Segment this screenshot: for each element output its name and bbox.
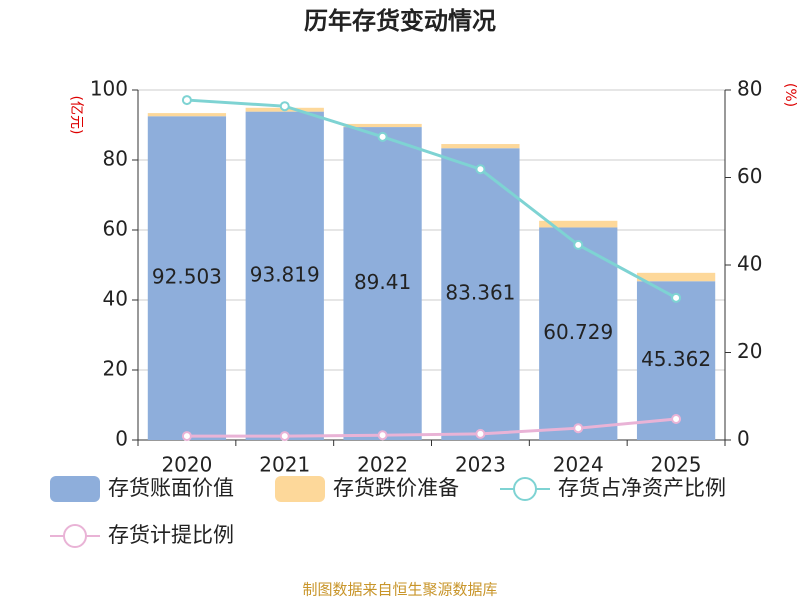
bar	[343, 123, 422, 128]
bar-value-label: 83.361	[445, 281, 515, 305]
bar	[147, 116, 227, 440]
y2-tick-label: 0	[737, 427, 750, 451]
y-tick-label: 100	[90, 77, 128, 101]
line-point	[475, 428, 486, 439]
line-point	[279, 431, 290, 442]
bar	[539, 227, 618, 440]
bar-value-label: 93.819	[250, 262, 320, 286]
line-point	[671, 292, 682, 303]
line	[186, 417, 677, 438]
line	[186, 98, 677, 300]
bar-value-label: 92.503	[152, 265, 222, 289]
legend-marker	[513, 477, 537, 501]
line-point	[377, 131, 388, 142]
bar-value-label: 89.41	[354, 270, 411, 294]
y2-axis-label: (%)	[782, 83, 798, 107]
line-point	[573, 239, 584, 250]
legend-label: 存货计提比例	[108, 523, 234, 547]
x-tick-label: 2021	[259, 453, 310, 477]
legend-swatch	[50, 476, 100, 502]
bar-value-label: 45.362	[641, 347, 711, 371]
legend-marker	[63, 524, 87, 548]
y-tick-label: 0	[115, 427, 128, 451]
y2-tick-label: 60	[737, 164, 762, 188]
bar	[147, 113, 227, 117]
legend-label: 存货占净资产比例	[558, 476, 726, 500]
bar	[539, 220, 618, 228]
bar	[343, 127, 422, 440]
bar	[636, 272, 716, 282]
x-tick-label: 2025	[651, 453, 702, 477]
bar-value-label: 60.729	[543, 320, 613, 344]
legend-label: 存货账面价值	[108, 476, 234, 500]
line-point	[377, 430, 388, 441]
legend-label: 存货跌价准备	[333, 476, 459, 500]
y-tick-label: 40	[103, 287, 128, 311]
chart-title: 历年存货变动情况	[304, 7, 496, 35]
y-tick-label: 80	[103, 147, 128, 171]
bar	[636, 281, 716, 440]
line-point	[181, 95, 192, 106]
source-note: 制图数据来自恒生聚源数据库	[302, 581, 497, 599]
y2-tick-label: 20	[737, 339, 762, 363]
line-point	[573, 423, 584, 434]
line-point	[181, 431, 192, 442]
x-tick-label: 2022	[357, 453, 408, 477]
bar	[245, 111, 324, 441]
x-tick-label: 2020	[161, 453, 212, 477]
bar	[441, 144, 520, 149]
y-tick-label: 60	[103, 217, 128, 241]
x-tick-label: 2023	[455, 453, 506, 477]
line-point	[671, 414, 682, 424]
line-point	[475, 164, 486, 175]
legend-swatch	[275, 476, 325, 502]
y2-tick-label: 80	[737, 77, 762, 101]
y2-tick-label: 40	[737, 252, 762, 276]
bar	[441, 148, 520, 440]
y-axis-label: (亿元)	[68, 96, 84, 135]
line-point	[279, 101, 290, 112]
y-tick-label: 20	[103, 357, 128, 381]
x-tick-label: 2024	[553, 453, 604, 477]
